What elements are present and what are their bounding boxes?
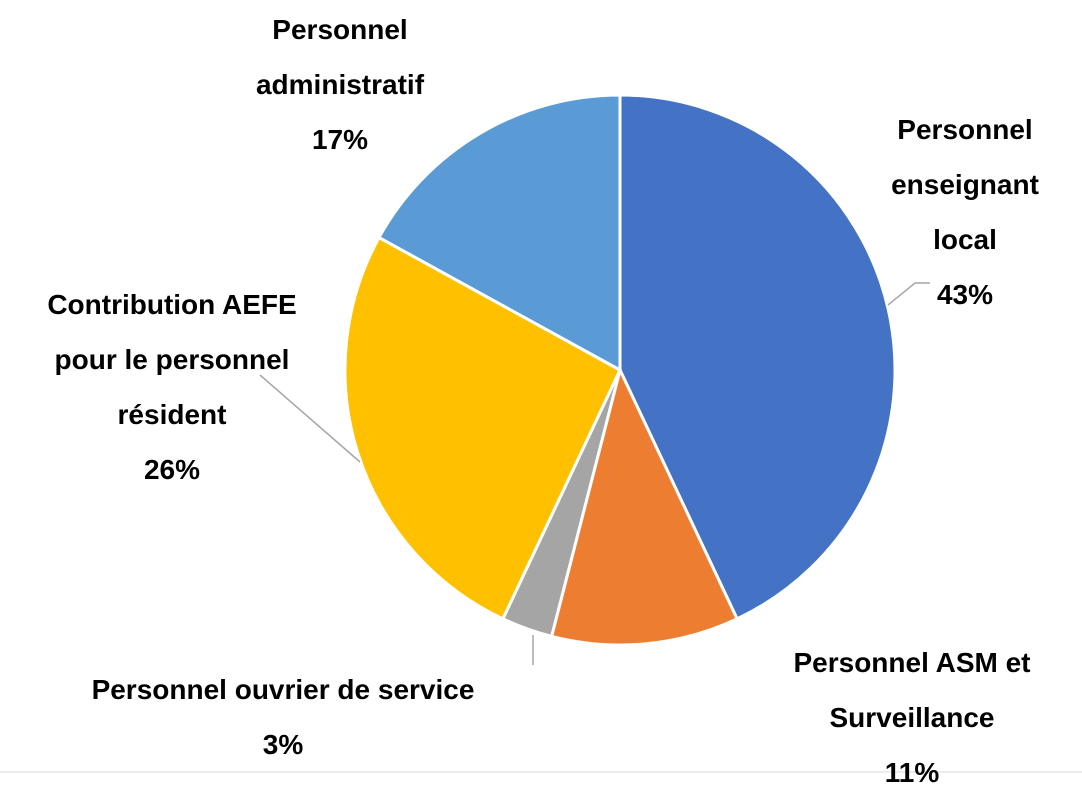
leader-line (259, 374, 361, 463)
slices (343, 93, 897, 647)
pie-slice (376, 93, 622, 373)
category-label: Contribution AEFE pour le personnel rési… (47, 289, 297, 430)
category-label: Personnel administratif (255, 14, 425, 100)
category-label: Personnel ouvrier de service (91, 674, 475, 705)
leader-line (887, 282, 930, 306)
slice-label: Personnel ouvrier de service 3% (3, 662, 563, 772)
pie-slice (549, 365, 740, 647)
slice-label: Contribution AEFE pour le personnel rési… (47, 277, 297, 497)
value-label: 11% (884, 757, 940, 788)
category-label: Personnel enseignant local (891, 114, 1039, 255)
value-label: 43% (936, 279, 994, 310)
slice-label: Personnel administratif 17% (210, 2, 470, 167)
value-label: 3% (262, 729, 304, 760)
slice-label: Personnel ASM et Surveillance 11% (742, 635, 1082, 790)
category-label: Personnel ASM et Surveillance (793, 647, 1031, 733)
pie-slice (618, 93, 897, 621)
slice-label: Personnel enseignant local 43% (865, 102, 1065, 322)
value-label: 17% (311, 124, 369, 155)
value-label: 26% (143, 454, 201, 485)
